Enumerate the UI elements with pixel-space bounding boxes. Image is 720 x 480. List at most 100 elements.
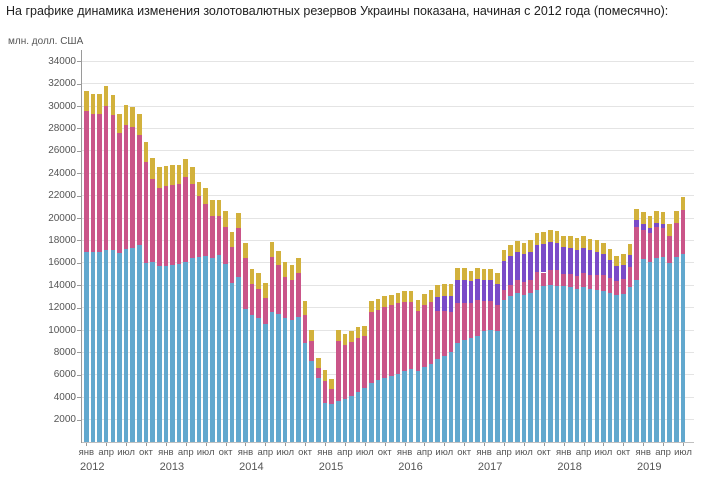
stacked-bar-month-70[interactable] xyxy=(541,232,547,442)
stacked-bar-month-85[interactable] xyxy=(640,212,646,442)
stacked-bar-month-40[interactable] xyxy=(342,334,348,442)
stacked-bar-month-7[interactable] xyxy=(123,105,129,442)
stacked-bar-month-31[interactable] xyxy=(282,262,288,442)
stacked-bar-month-13[interactable] xyxy=(163,165,169,442)
pink-segment xyxy=(660,227,666,258)
stacked-bar-month-28[interactable] xyxy=(263,282,268,442)
stacked-bar-month-32[interactable] xyxy=(289,264,295,442)
stacked-bar-month-24[interactable] xyxy=(236,213,242,442)
stacked-bar-month-71[interactable] xyxy=(548,230,553,442)
blue-segment xyxy=(647,261,653,442)
stacked-bar-month-84[interactable] xyxy=(634,208,639,442)
stacked-bar-month-19[interactable] xyxy=(203,187,208,442)
stacked-bar-month-79[interactable] xyxy=(601,243,606,442)
stacked-bar-month-58[interactable] xyxy=(461,268,467,442)
stacked-bar-month-90[interactable] xyxy=(674,210,679,442)
stacked-bar-month-29[interactable] xyxy=(269,241,275,442)
stacked-bar-month-46[interactable] xyxy=(382,296,387,442)
stacked-bar-month-64[interactable] xyxy=(501,249,507,442)
stacked-bar-month-69[interactable] xyxy=(534,233,540,442)
stacked-bar-month-78[interactable] xyxy=(594,240,600,442)
stacked-bar-month-23[interactable] xyxy=(229,231,235,442)
stacked-bar-month-21[interactable] xyxy=(216,199,222,442)
stacked-bar-month-45[interactable] xyxy=(375,298,381,442)
stacked-bar-month-50[interactable] xyxy=(408,291,414,442)
stacked-bar-month-4[interactable] xyxy=(103,86,109,442)
stacked-bar-month-10[interactable] xyxy=(143,141,149,442)
stacked-bar-month-75[interactable] xyxy=(574,238,580,442)
stacked-bar-month-49[interactable] xyxy=(402,291,407,442)
stacked-bar-month-42[interactable] xyxy=(355,327,361,442)
gold-segment xyxy=(103,86,109,107)
stacked-bar-month-2[interactable] xyxy=(90,94,96,442)
stacked-bar-month-72[interactable] xyxy=(554,231,560,442)
stacked-bar-month-30[interactable] xyxy=(276,250,281,442)
stacked-bar-month-52[interactable] xyxy=(422,293,427,442)
stacked-bar-month-81[interactable] xyxy=(614,255,619,442)
stacked-bar-month-44[interactable] xyxy=(369,300,374,442)
stacked-bar-month-83[interactable] xyxy=(627,243,633,442)
stacked-bar-month-33[interactable] xyxy=(296,258,301,442)
stacked-bar-month-36[interactable] xyxy=(316,357,321,442)
stacked-bar-month-86[interactable] xyxy=(647,216,653,442)
stacked-bar-month-53[interactable] xyxy=(428,290,434,442)
stacked-bar-month-25[interactable] xyxy=(243,242,248,442)
y-tick-label: 28000 xyxy=(48,122,76,134)
stacked-bar-month-76[interactable] xyxy=(581,235,586,442)
stacked-bar-month-48[interactable] xyxy=(395,293,401,442)
stacked-bar-month-17[interactable] xyxy=(190,167,195,442)
stacked-bar-month-14[interactable] xyxy=(170,165,175,442)
stacked-bar-month-73[interactable] xyxy=(561,235,566,442)
stacked-bar-month-41[interactable] xyxy=(349,330,354,442)
stacked-bar-month-74[interactable] xyxy=(567,235,573,442)
stacked-bar-month-91[interactable] xyxy=(680,197,686,442)
stacked-bar-month-22[interactable] xyxy=(223,210,228,442)
stacked-bar-month-68[interactable] xyxy=(528,240,533,442)
stacked-bar-month-51[interactable] xyxy=(415,299,421,442)
stacked-bar-month-26[interactable] xyxy=(249,268,255,442)
pink-segment xyxy=(428,301,434,364)
stacked-bar-month-82[interactable] xyxy=(621,254,626,442)
stacked-bar-month-5[interactable] xyxy=(110,95,116,442)
stacked-bar-month-8[interactable] xyxy=(130,106,135,442)
stacked-bar-month-66[interactable] xyxy=(514,240,520,442)
stacked-bar-month-63[interactable] xyxy=(495,272,500,442)
stacked-bar-month-39[interactable] xyxy=(335,330,341,442)
x-tick-label: янв xyxy=(476,447,492,458)
stacked-bar-month-57[interactable] xyxy=(455,267,460,442)
stacked-bar-month-62[interactable] xyxy=(488,268,494,442)
stacked-bar-month-61[interactable] xyxy=(481,269,487,442)
stacked-bar-month-16[interactable] xyxy=(183,159,189,442)
stacked-bar-month-80[interactable] xyxy=(607,249,613,442)
stacked-bar-month-20[interactable] xyxy=(209,199,215,442)
stacked-bar-month-55[interactable] xyxy=(442,284,447,442)
stacked-bar-month-56[interactable] xyxy=(448,284,454,442)
stacked-bar-month-88[interactable] xyxy=(660,212,666,442)
stacked-bar-month-59[interactable] xyxy=(468,270,474,442)
stacked-bar-month-77[interactable] xyxy=(587,238,593,442)
stacked-bar-month-47[interactable] xyxy=(388,294,394,442)
stacked-bar-month-38[interactable] xyxy=(329,379,334,442)
stacked-bar-month-3[interactable] xyxy=(97,94,102,442)
stacked-bar-month-54[interactable] xyxy=(435,285,440,442)
stacked-bar-month-35[interactable] xyxy=(309,330,314,442)
stacked-bar-month-6[interactable] xyxy=(117,113,122,442)
stacked-bar-month-67[interactable] xyxy=(521,242,527,442)
stacked-bar-month-87[interactable] xyxy=(654,211,659,442)
year-label: 2014 xyxy=(239,461,264,473)
stacked-bar-month-34[interactable] xyxy=(302,301,308,442)
stacked-bar-month-89[interactable] xyxy=(667,224,673,442)
stacked-bar-month-11[interactable] xyxy=(150,158,155,442)
stacked-bar-month-12[interactable] xyxy=(156,167,162,442)
blue-segment xyxy=(117,252,122,442)
y-axis-tick xyxy=(77,106,81,107)
stacked-bar-month-65[interactable] xyxy=(508,244,513,442)
stacked-bar-month-1[interactable] xyxy=(84,90,89,442)
stacked-bar-month-37[interactable] xyxy=(322,370,328,442)
stacked-bar-month-27[interactable] xyxy=(256,273,261,442)
stacked-bar-month-43[interactable] xyxy=(362,325,368,442)
stacked-bar-month-15[interactable] xyxy=(176,165,182,442)
stacked-bar-month-18[interactable] xyxy=(196,181,202,442)
stacked-bar-month-9[interactable] xyxy=(137,114,142,442)
stacked-bar-month-60[interactable] xyxy=(475,267,480,442)
